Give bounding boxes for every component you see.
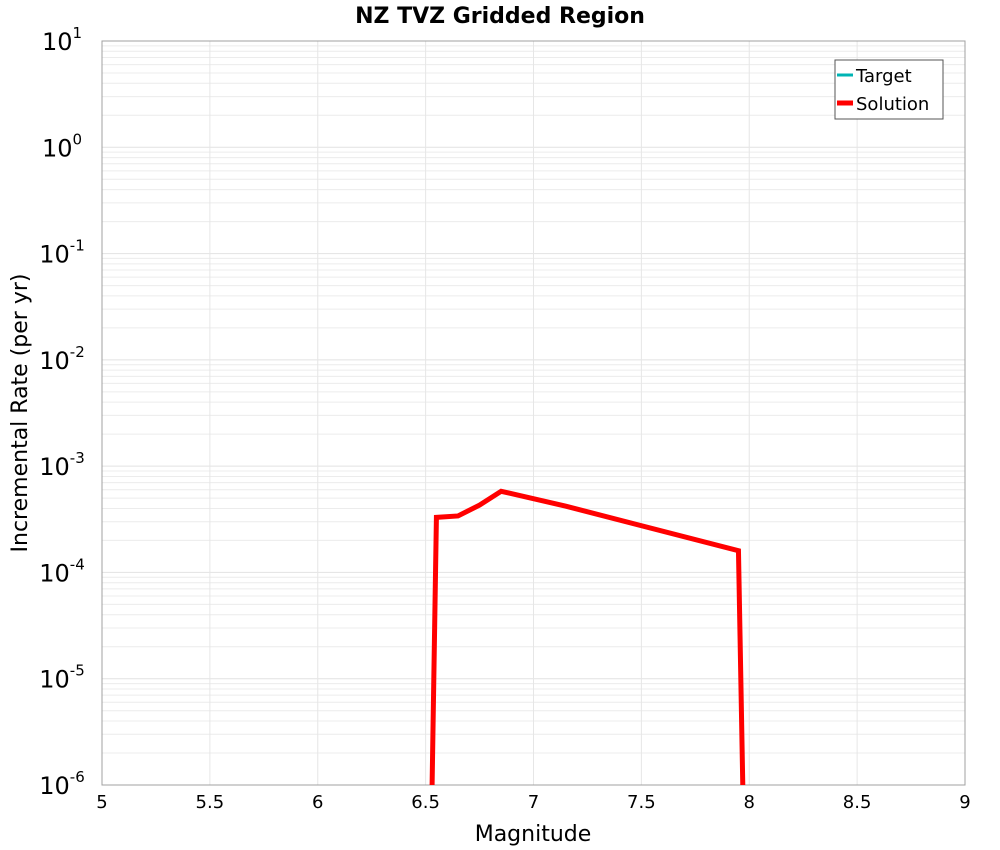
y-tick-label: 10-5	[39, 662, 85, 694]
y-tick-label: 10-1	[39, 237, 85, 269]
plot-area-border	[101, 40, 966, 786]
legend-target-label: Target	[855, 66, 912, 87]
y-axis-ticks: 101 100 10-1 10-2 10-3 10-4 10-5 10-6	[39, 24, 85, 800]
x-axis-label: Magnitude	[475, 822, 592, 847]
legend-box	[834, 59, 944, 120]
x-tick-label: 6.5	[411, 792, 440, 813]
x-tick-label: 8.5	[843, 792, 872, 813]
y-tick-label: 100	[42, 130, 82, 162]
y-tick-label: 10-4	[39, 555, 85, 587]
x-tick-label: 7.5	[627, 792, 656, 813]
x-tick-label: 6	[312, 792, 323, 813]
legend-solution-label: Solution	[856, 94, 929, 115]
y-tick-label: 10-2	[39, 343, 85, 375]
y-tick-label: 10-6	[39, 768, 85, 800]
x-tick-label: 9	[959, 792, 970, 813]
legend: Target Solution	[834, 59, 944, 120]
x-axis-ticks: 5 5.5 6 6.5 7 7.5 8 8.5 9	[96, 792, 970, 813]
grid-lines	[101, 41, 966, 786]
y-tick-label: 101	[42, 24, 82, 56]
x-tick-label: 5.5	[196, 792, 225, 813]
y-tick-label: 10-3	[39, 449, 85, 481]
chart-title: NZ TVZ Gridded Region	[355, 4, 645, 29]
x-tick-label: 5	[96, 792, 107, 813]
x-tick-label: 7	[528, 792, 539, 813]
series-lines	[429, 488, 746, 786]
y-axis-label: Incremental Rate (per yr)	[8, 274, 33, 553]
series-line-solution	[429, 488, 746, 786]
x-tick-label: 8	[744, 792, 755, 813]
